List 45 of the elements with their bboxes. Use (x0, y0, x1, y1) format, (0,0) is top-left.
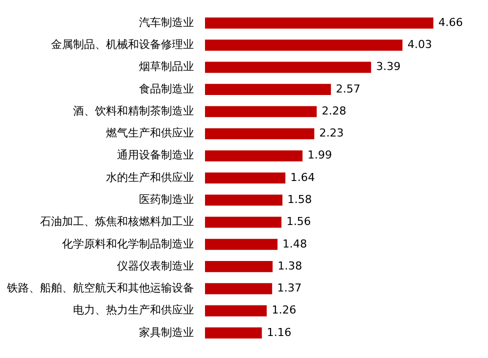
y-tick-label: 烟草制品业 (139, 60, 194, 74)
data-label: 1.37 (277, 282, 302, 295)
y-tick-label: 石油加工、炼焦和核燃料加工业 (40, 215, 194, 228)
data-label: 1.48 (282, 237, 308, 250)
bar (205, 62, 372, 73)
bar (205, 261, 273, 272)
y-tick-label: 化学原料和化学制品制造业 (62, 237, 194, 250)
bar (205, 128, 314, 140)
bar (205, 283, 272, 294)
data-label: 2.57 (336, 82, 360, 96)
bar (205, 194, 282, 206)
data-label: 1.64 (290, 170, 315, 184)
data-label: 1.58 (287, 192, 312, 206)
y-tick-label: 医药制造业 (139, 192, 194, 206)
bar (205, 305, 267, 316)
bar (205, 106, 317, 118)
bar (205, 238, 278, 250)
bar (205, 172, 286, 184)
bar (205, 150, 303, 162)
y-tick-label: 汽车制造业 (139, 16, 194, 29)
bar (205, 40, 402, 51)
data-label: 1.38 (278, 259, 302, 272)
data-label: 4.03 (407, 38, 432, 52)
y-tick-label: 燃气生产和供应业 (106, 126, 194, 140)
y-tick-label: 食品制造业 (139, 82, 194, 96)
bar (205, 327, 262, 338)
data-label: 1.99 (308, 148, 332, 162)
data-label: 2.28 (322, 104, 346, 118)
y-tick-label: 酒、饮料和精制茶制造业 (73, 104, 194, 118)
bar (205, 216, 282, 228)
data-label: 4.66 (438, 16, 463, 29)
y-tick-label: 水的生产和供应业 (106, 170, 194, 184)
data-label: 1.26 (272, 304, 296, 317)
y-tick-label: 通用设备制造业 (117, 148, 194, 162)
data-label: 1.56 (286, 215, 311, 228)
y-tick-label: 铁路、船舶、航空航天和其他运输设备 (6, 282, 194, 295)
data-label: 3.39 (376, 60, 401, 74)
bar (205, 84, 331, 95)
y-tick-label: 仪器仪表制造业 (117, 259, 194, 272)
y-tick-label: 金属制品、机械和设备修理业 (51, 38, 194, 52)
data-label: 2.23 (319, 126, 344, 140)
y-tick-label: 电力、热力生产和供应业 (73, 304, 194, 317)
data-label: 1.16 (266, 326, 292, 339)
y-tick-label: 家具制造业 (139, 326, 194, 339)
bar (205, 18, 434, 29)
